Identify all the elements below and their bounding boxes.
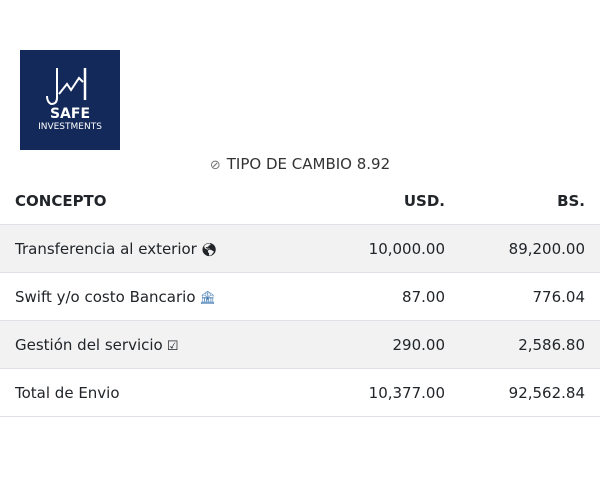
table-row: Gestión del servicio ☑ 290.00 2,586.80	[0, 320, 600, 369]
concept-cell: Transferencia al exterior 🌎︎	[0, 224, 310, 273]
bs-cell: 776.04	[460, 272, 600, 321]
header-bs: BS.	[460, 177, 600, 225]
usd-cell: 10,000.00	[310, 224, 460, 273]
concept-cell: Gestión del servicio ☑	[0, 320, 310, 369]
coin-icon: ⊘	[209, 158, 221, 173]
exchange-rate-label: TIPO DE CAMBIO 8.92	[226, 155, 391, 173]
bs-cell: 2,586.80	[460, 320, 600, 369]
bs-cell: 89,200.00	[460, 224, 600, 273]
table-row: Transferencia al exterior 🌎︎ 10,000.00 89…	[0, 224, 600, 273]
header-concept: CONCEPTO	[0, 177, 310, 225]
table-row: Swift y/o costo Bancario 🏦︎ 87.00 776.04	[0, 272, 600, 321]
logo-safe-text: SAFE	[49, 106, 91, 122]
exchange-rate: ⊘ TIPO DE CAMBIO 8.92	[0, 155, 600, 173]
cost-table: CONCEPTO USD. BS. Transferencia al exter…	[0, 177, 600, 417]
logo-investments-text: INVESTMENTS	[38, 122, 102, 132]
usd-cell: 87.00	[310, 272, 460, 321]
bs-cell: 92,562.84	[460, 368, 600, 417]
safe-investments-logo: SAFE INVESTMENTS	[20, 50, 120, 150]
header-usd: USD.	[310, 177, 460, 225]
concept-label: Gestión del servicio	[15, 335, 163, 354]
checkbox-icon: ☑	[166, 338, 179, 354]
concept-cell: Swift y/o costo Bancario 🏦︎	[0, 272, 310, 321]
table-header: CONCEPTO USD. BS.	[0, 177, 600, 225]
globe-icon: 🌎︎	[200, 242, 218, 258]
bank-icon: 🏦︎	[199, 290, 217, 306]
logo-mark-icon	[46, 68, 87, 106]
usd-cell: 10,377.00	[310, 368, 460, 417]
concept-cell: Total de Envio	[0, 368, 310, 417]
concept-label: Swift y/o costo Bancario	[15, 287, 196, 306]
concept-label: Transferencia al exterior	[15, 239, 197, 258]
table-row-total: Total de Envio 10,377.00 92,562.84	[0, 368, 600, 417]
usd-cell: 290.00	[310, 320, 460, 369]
